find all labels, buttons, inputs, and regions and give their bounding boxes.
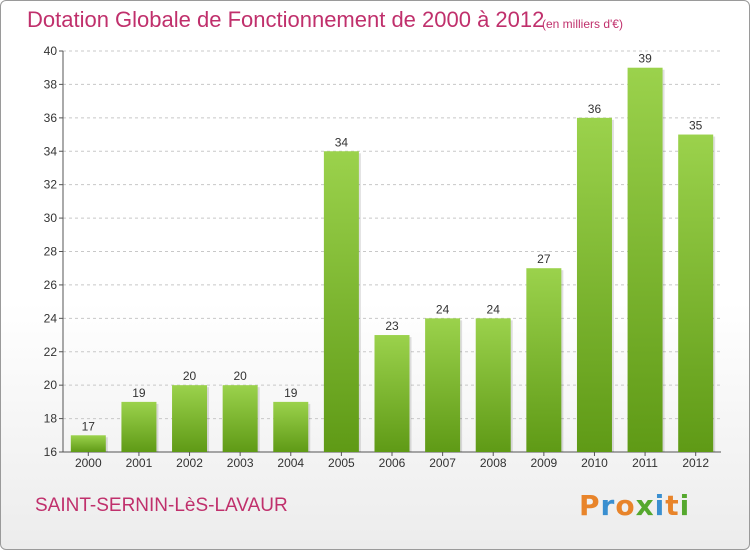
bar-2003 [222, 385, 258, 452]
y-tick-label: 38 [44, 77, 58, 91]
x-tick-label: 2001 [126, 456, 153, 470]
value-label: 27 [537, 252, 551, 266]
bar-2012 [678, 134, 714, 452]
y-tick-label: 30 [44, 211, 58, 225]
value-label: 19 [284, 386, 298, 400]
bar-2009 [526, 268, 562, 452]
bar-2005 [323, 151, 359, 452]
y-tick-label: 22 [44, 345, 58, 359]
x-tick-label: 2008 [480, 456, 507, 470]
y-tick-label: 34 [44, 144, 58, 158]
x-tick-label: 2011 [632, 456, 658, 470]
y-tick-label: 20 [44, 378, 58, 392]
bar-2002 [172, 385, 208, 452]
chart-title: Dotation Globale de Fonctionnement de 20… [27, 7, 545, 32]
bar-2011 [627, 67, 663, 452]
bar-2010 [576, 117, 612, 452]
x-tick-label: 2002 [176, 456, 203, 470]
value-label: 36 [588, 102, 602, 116]
y-tick-label: 18 [44, 412, 58, 426]
chart-unit-label: (en milliers d'€) [542, 17, 623, 31]
bar-2000 [70, 435, 106, 452]
axes: 16 18 20 22 24 26 28 30 32 34 36 38 40 2000 2001 2002 20… [44, 44, 721, 470]
proxiti-logo: Proxiti [579, 489, 691, 522]
value-label: 39 [638, 52, 652, 66]
y-tick-label: 26 [44, 278, 58, 292]
y-tick-label: 36 [44, 111, 58, 125]
y-tick-label: 40 [44, 44, 58, 58]
y-tick-label: 24 [44, 311, 58, 325]
bar-2008 [475, 318, 511, 452]
bar-2004 [273, 401, 309, 452]
x-tick-label: 2000 [75, 456, 102, 470]
value-label: 20 [233, 369, 247, 383]
y-tick-label: 16 [44, 445, 58, 459]
value-label: 20 [183, 369, 197, 383]
x-tick-label: 2012 [682, 456, 709, 470]
x-tick-label: 2010 [581, 456, 608, 470]
bar-2001 [121, 401, 157, 452]
y-tick-label: 32 [44, 178, 58, 192]
value-label: 34 [335, 135, 349, 149]
x-tick-label: 2004 [277, 456, 304, 470]
value-label: 19 [132, 386, 146, 400]
bars [70, 67, 716, 452]
x-tick-label: 2006 [379, 456, 406, 470]
bar-2007 [425, 318, 461, 452]
value-label: 24 [436, 302, 450, 316]
x-tick-label: 2007 [429, 456, 456, 470]
value-label: 24 [487, 302, 501, 316]
x-tick-label: 2003 [227, 456, 254, 470]
x-tick-label: 2009 [530, 456, 557, 470]
commune-name: SAINT-SERNIN-LèS-LAVAUR [35, 495, 288, 516]
value-label: 35 [689, 119, 703, 133]
value-label: 17 [82, 419, 96, 433]
value-labels: 17 19 20 20 19 34 23 24 24 27 36 39 35 [82, 52, 703, 434]
x-tick-label: 2005 [328, 456, 355, 470]
bar-2006 [374, 335, 410, 452]
y-tick-label: 28 [44, 245, 58, 259]
value-label: 23 [385, 319, 399, 333]
